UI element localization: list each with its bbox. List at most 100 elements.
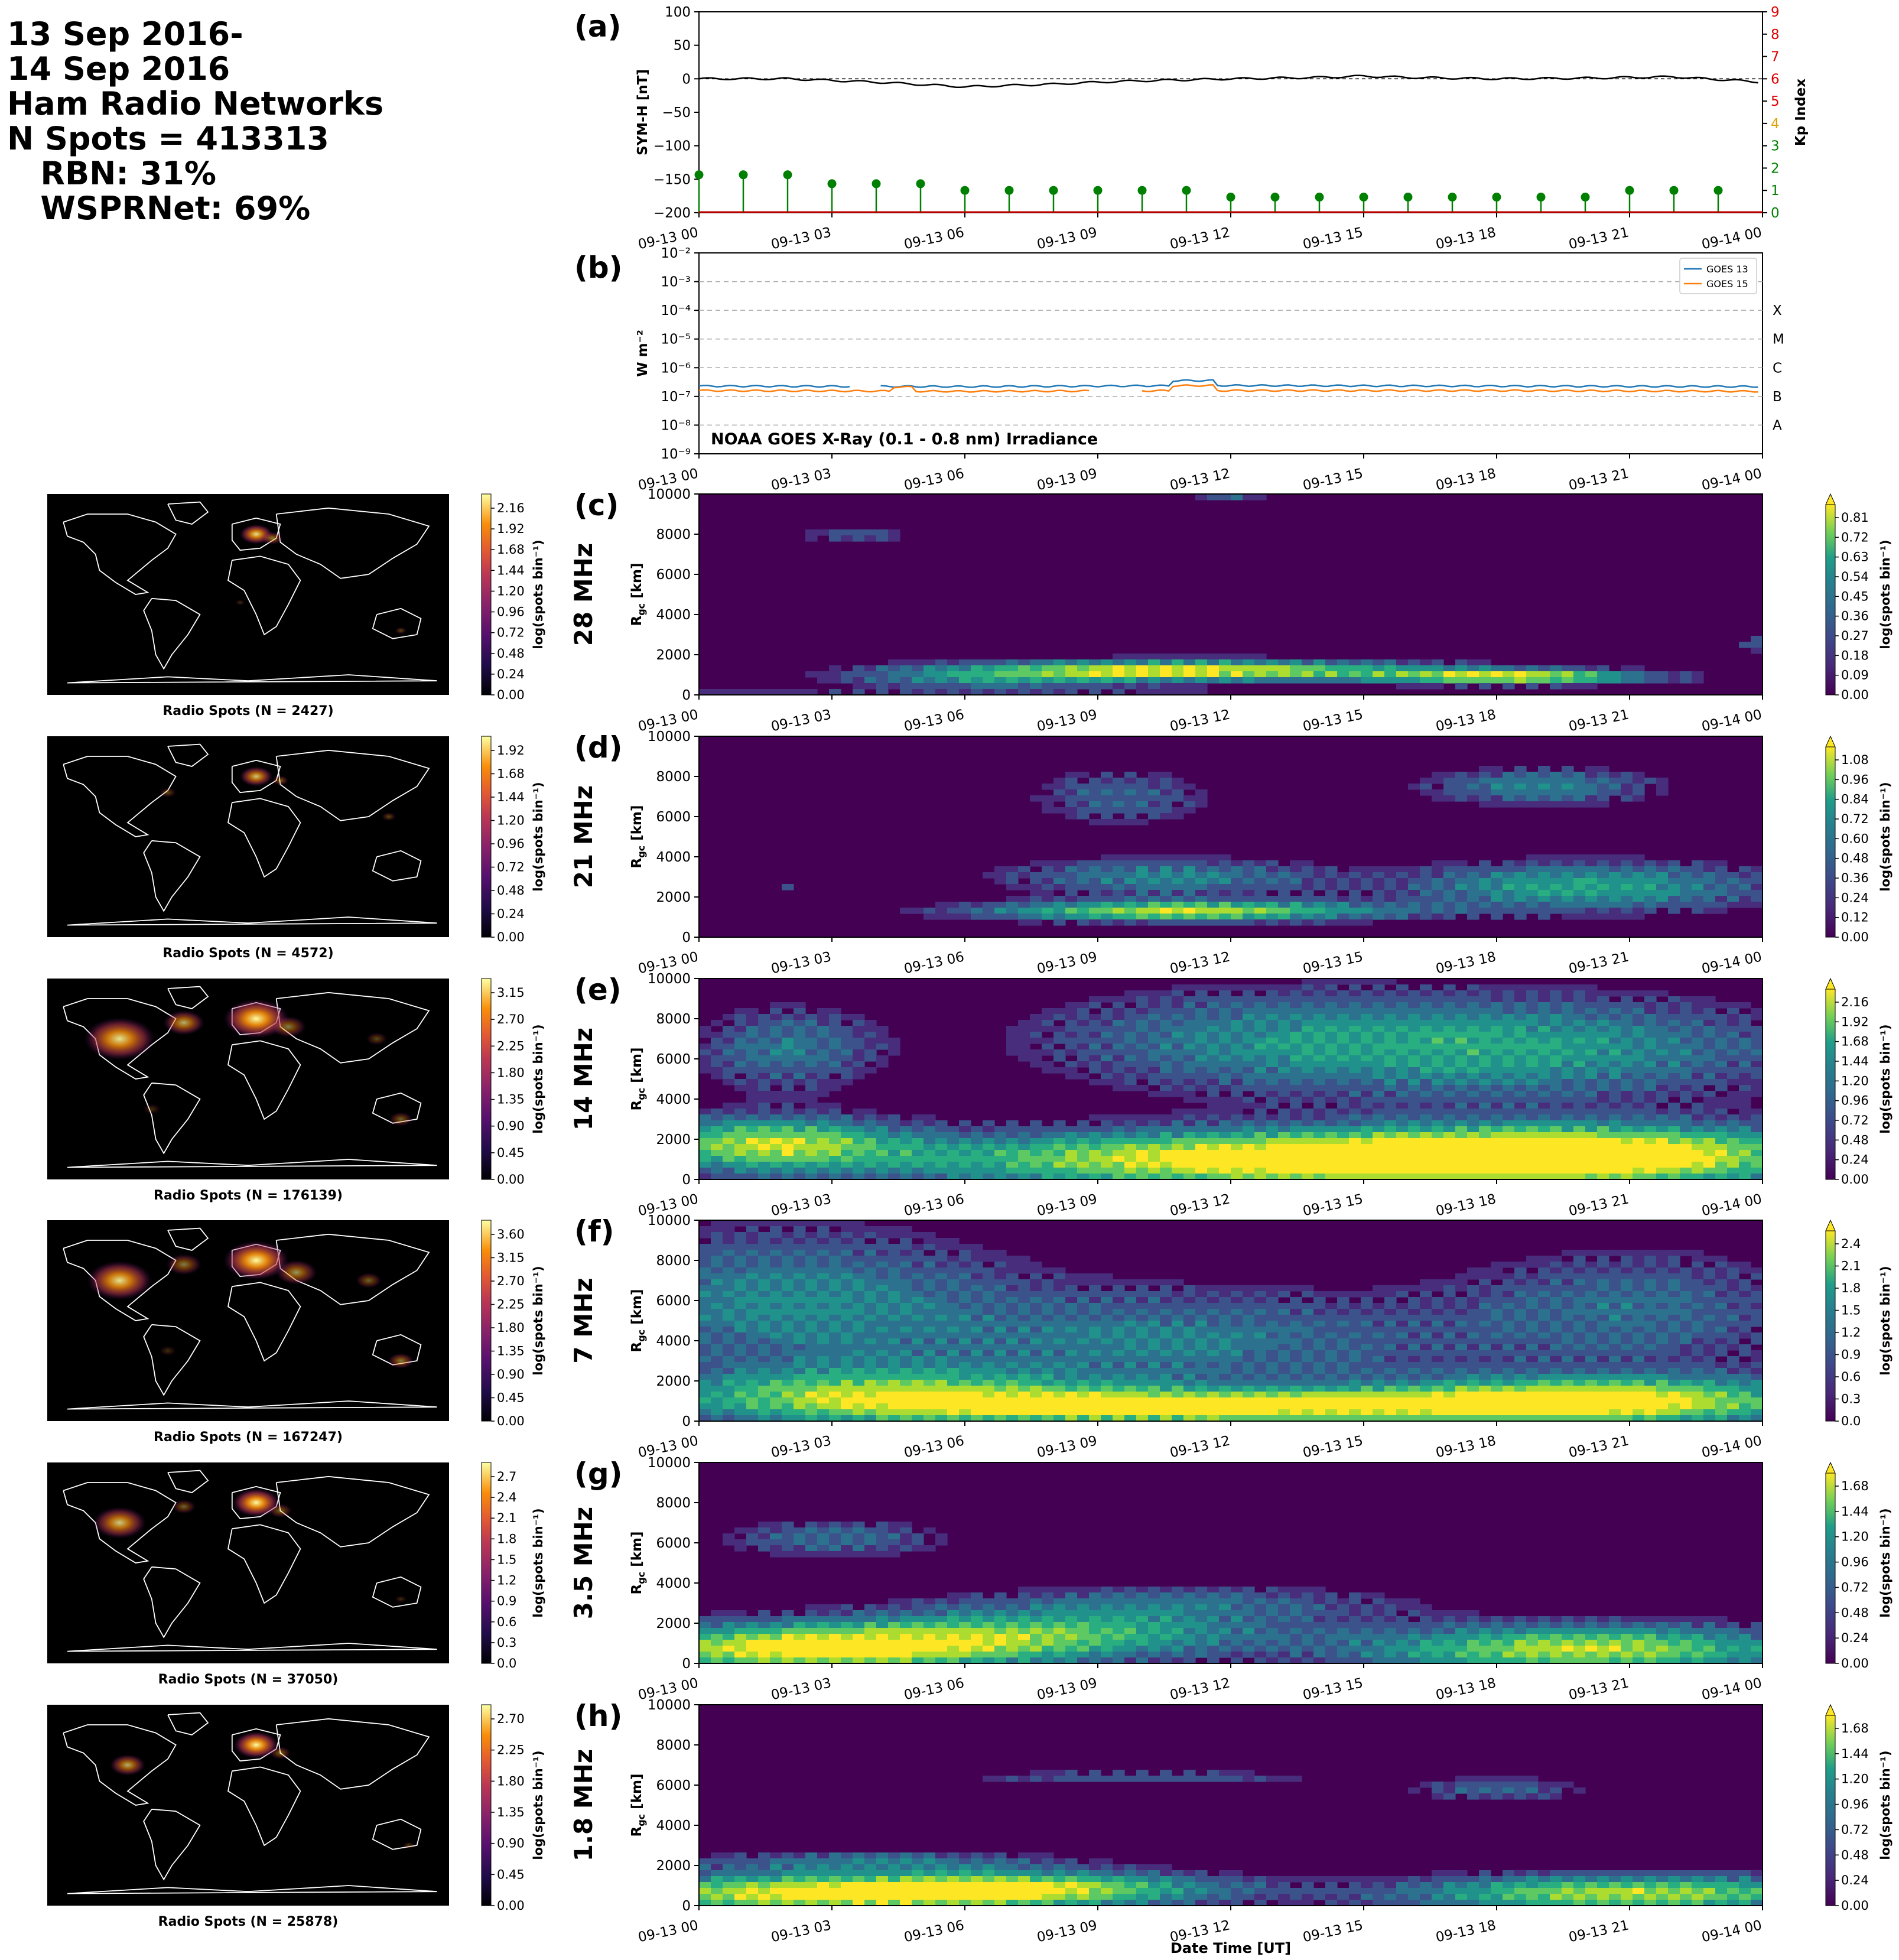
heatmap-cell: [912, 1386, 924, 1392]
heatmap-cell: [888, 1126, 900, 1133]
heatmap-cell: [876, 1356, 889, 1363]
heatmap-cell: [853, 1114, 865, 1121]
heatmap-cell: [1644, 1032, 1657, 1038]
heatmap-cell: [1136, 914, 1149, 920]
heatmap-cell: [971, 1174, 983, 1180]
heatmap-cell: [1136, 1061, 1149, 1068]
heatmap-cell: [853, 1368, 865, 1374]
heatmap-cell: [1396, 1020, 1409, 1026]
heatmap-cell: [876, 1026, 889, 1032]
heatmap-cell: [1113, 878, 1125, 885]
heatmap-cell: [1680, 1091, 1692, 1097]
heatmap-cell: [971, 1156, 983, 1162]
heatmap-cell: [758, 1362, 770, 1369]
heatmap-cell: [853, 1067, 865, 1074]
heatmap-cell: [876, 1244, 889, 1250]
heatmap-cell: [841, 1079, 853, 1085]
heatmap-cell: [1727, 890, 1739, 896]
heatmap-cell: [947, 1138, 960, 1145]
panel-b-frame: [698, 252, 1763, 454]
heatmap-cell: [1396, 1055, 1409, 1062]
heatmap-cell: [1195, 1120, 1208, 1127]
heatmap-cell: [1302, 878, 1314, 885]
heatmap-cell: [1633, 1085, 1645, 1091]
heatmap-cell: [746, 1097, 759, 1103]
heatmap-cell: [1408, 665, 1420, 672]
heatmap-cell: [1562, 1055, 1574, 1062]
heatmap-cell: [1455, 1014, 1468, 1020]
heatmap-cell: [1231, 914, 1243, 920]
heatmap-cell: [1573, 996, 1586, 1003]
heatmap-cell: [734, 1285, 747, 1292]
heatmap-cell: [1739, 1002, 1751, 1009]
heatmap-cell: [1290, 902, 1302, 908]
heatmap-cell: [1313, 677, 1326, 684]
heatmap-cell: [817, 1162, 830, 1168]
heatmap-cell: [1633, 990, 1645, 997]
continent-outline: [227, 1282, 301, 1362]
heatmap-cell: [1053, 919, 1066, 926]
heatmap-cell: [817, 1220, 830, 1227]
spot-density-blob: [160, 787, 176, 798]
heatmap-cell: [758, 1238, 770, 1244]
heatmap-cell: [817, 1380, 830, 1386]
heatmap-cell: [1290, 1061, 1302, 1068]
heatmap-cell: [1609, 902, 1621, 908]
heatmap-cell: [1325, 677, 1338, 684]
heatmap-cell: [711, 1309, 723, 1315]
heatmap-cell: [1550, 1114, 1562, 1121]
heatmap-cell: [1408, 890, 1420, 896]
heatmap-cell: [1219, 1144, 1231, 1150]
heatmap-cell: [971, 1315, 983, 1321]
heatmap-cell: [1325, 1156, 1338, 1162]
heatmap-cell: [758, 1085, 770, 1091]
heatmap-cell: [1030, 1126, 1042, 1133]
heatmap-cell: [711, 1232, 723, 1239]
heatmap-cell: [924, 1327, 936, 1333]
heatmap-cell: [912, 1374, 924, 1380]
heatmap-cell: [1065, 1073, 1078, 1080]
heatmap-cell: [711, 1250, 723, 1256]
heatmap-cell: [876, 1409, 889, 1416]
heatmap-cell: [1219, 1049, 1231, 1056]
heatmap-cell: [1644, 1020, 1657, 1026]
heatmap-cell: [1432, 1174, 1444, 1180]
heatmap-cell: [1148, 1150, 1160, 1156]
heatmap-cell: [829, 1297, 841, 1304]
heatmap-cell: [1656, 890, 1669, 896]
heatmap-cell: [1172, 1162, 1184, 1168]
heatmap-cell: [1183, 1002, 1196, 1009]
heatmap-cell: [1278, 1067, 1290, 1074]
heatmap-cell: [1172, 1038, 1184, 1044]
heatmap-cell: [864, 1150, 877, 1156]
heatmap-cell: [1526, 1132, 1539, 1139]
heatmap-cell: [1183, 1026, 1196, 1032]
heatmap-cell: [1337, 902, 1350, 908]
map-colorbar-tick-label: 1.68: [497, 542, 525, 557]
heatmap-cell: [1207, 1038, 1220, 1044]
heatmap-cell: [1101, 807, 1113, 814]
heatmap-cell: [1644, 1091, 1657, 1097]
heatmap-cell: [1195, 996, 1208, 1003]
heatmap-cell: [1491, 677, 1503, 684]
heatmap-cell: [699, 1162, 711, 1168]
heatmap-cell: [1077, 1150, 1090, 1156]
heatmap-cell: [1373, 1126, 1385, 1133]
heatmap-cell: [1656, 1156, 1669, 1162]
heatmap-cell: [1006, 1026, 1019, 1032]
heatmap-cell: [794, 1256, 806, 1262]
heatmap-cell: [1621, 896, 1633, 902]
heatmap-cell: [770, 1403, 782, 1410]
heatmap-cell: [1302, 1014, 1314, 1020]
heatmap-cell: [1715, 1097, 1728, 1103]
heatmap-cell: [1278, 1168, 1290, 1174]
heatmap-cell: [1680, 1061, 1692, 1068]
heatmap-cell: [1526, 1038, 1539, 1044]
heatmap-cell: [817, 1403, 830, 1410]
heatmap-cell: [1455, 1020, 1468, 1026]
heatmap-cell: [711, 1392, 723, 1398]
heatmap-cell: [1408, 1097, 1420, 1103]
heatmap-cell: [900, 1362, 912, 1369]
heatmap-cell: [1195, 896, 1208, 902]
heatmap-cell: [1160, 1085, 1172, 1091]
